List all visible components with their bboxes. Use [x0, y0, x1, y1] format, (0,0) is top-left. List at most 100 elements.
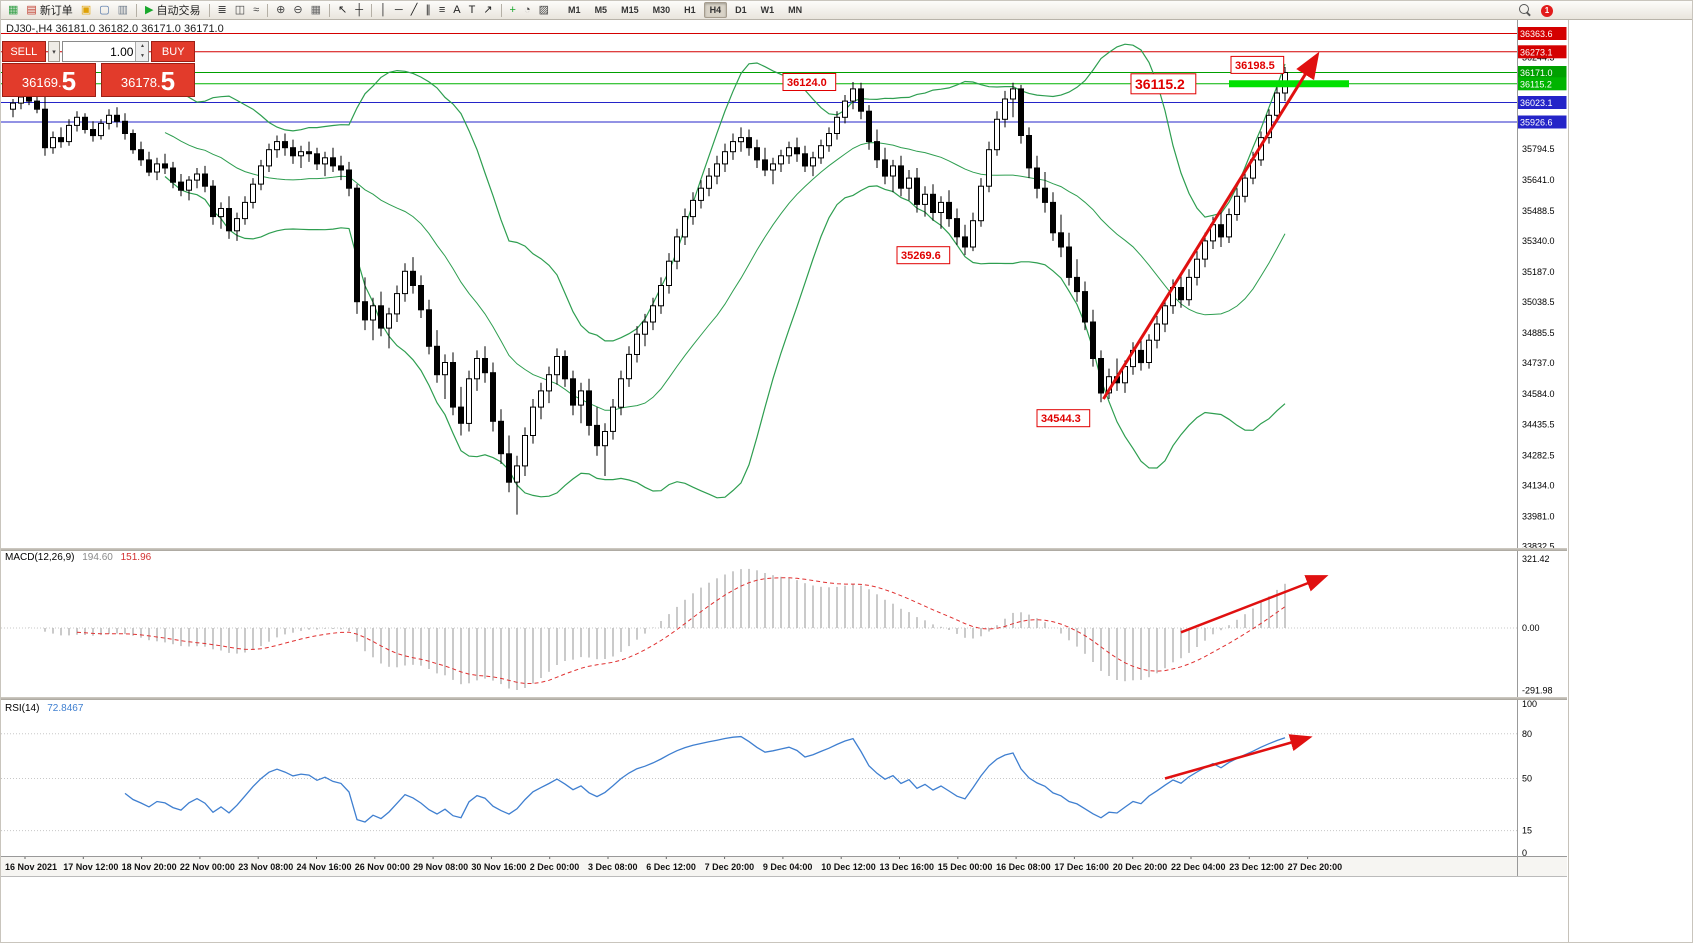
print-icon[interactable]: ▥: [114, 2, 132, 19]
screenshot-icon[interactable]: ▢: [95, 2, 113, 19]
trend-arrow-macd: [1180, 575, 1329, 634]
buy-button[interactable]: BUY: [151, 41, 196, 62]
vline-icon[interactable]: │: [376, 2, 391, 19]
time-scale[interactable]: [1, 856, 1517, 877]
buy-price-pips: 5: [160, 66, 176, 96]
new-order-button[interactable]: ▤ 新订单: [22, 2, 76, 19]
trendline-icon[interactable]: ╱: [407, 2, 422, 19]
bar-chart-icon[interactable]: ≣: [214, 2, 231, 19]
macd-label: MACD(12,26,9): [5, 552, 75, 563]
rsi-value: 72.8467: [47, 703, 84, 714]
volume-stepper[interactable]: ▲ ▼: [135, 42, 149, 61]
search-icon[interactable]: [1519, 4, 1532, 17]
svg-text:100: 100: [1522, 699, 1537, 709]
chart-canvas[interactable]: 36244.335794.535641.035488.535340.035187…: [1, 20, 1567, 877]
macd-pane-divider[interactable]: [1, 548, 1567, 551]
package-icon[interactable]: ▣: [77, 2, 95, 19]
svg-text:16 Nov 2021: 16 Nov 2021: [5, 862, 57, 872]
hline-icon[interactable]: ─: [391, 2, 407, 19]
period-clock-icon: ◔: [523, 3, 531, 16]
zoom-out-icon[interactable]: ⊖: [289, 2, 306, 19]
svg-text:35269.6: 35269.6: [901, 250, 941, 262]
arrow-tools-icon[interactable]: ↗: [479, 2, 496, 19]
toolbar-separator: [329, 3, 331, 17]
fibonacci-icon[interactable]: ≡: [435, 2, 449, 19]
add-indicator-icon[interactable]: +: [506, 2, 520, 19]
toolbar-separator: [208, 3, 210, 17]
label-icon: T: [468, 3, 476, 16]
channel-icon[interactable]: ∥: [421, 2, 435, 19]
autotrade-button[interactable]: ▶ 自动交易: [141, 2, 204, 19]
svg-text:0.00: 0.00: [1522, 623, 1540, 633]
macd-header: MACD(12,26,9) 194.60 151.96: [5, 552, 151, 563]
svg-text:34282.5: 34282.5: [1522, 450, 1555, 460]
timeframe-h4[interactable]: H4: [703, 2, 728, 18]
timeframe-m15[interactable]: M15: [621, 5, 639, 15]
zoom-in-icon: ⊕: [276, 3, 286, 16]
new-chart-icon: ▦: [8, 3, 19, 16]
order-controls-row: SELL ▾ ▲ ▼ BUY: [2, 41, 196, 62]
label-icon[interactable]: T: [465, 2, 480, 19]
bollinger-lower: [164, 176, 1286, 499]
svg-text:22 Dec 04:00: 22 Dec 04:00: [1171, 862, 1226, 872]
autotrade-button-label: 自动交易: [156, 5, 201, 17]
svg-text:23 Dec 12:00: 23 Dec 12:00: [1229, 862, 1284, 872]
cursor-icon[interactable]: ↖: [334, 2, 351, 19]
svg-text:36198.5: 36198.5: [1235, 60, 1275, 72]
price-scale[interactable]: [1517, 20, 1567, 877]
add-indicator-icon: +: [509, 3, 516, 16]
arrow-tools-icon: ↗: [483, 3, 493, 16]
new-chart-icon[interactable]: ▦: [4, 2, 22, 19]
toolbar-right: 1: [1519, 4, 1553, 17]
cursor-icon: ↖: [338, 3, 348, 16]
timeframe-d1[interactable]: D1: [735, 5, 747, 15]
tile-windows-icon[interactable]: ▦: [307, 2, 325, 19]
candlestick-icon[interactable]: ◫: [231, 2, 249, 19]
svg-text:34737.0: 34737.0: [1522, 358, 1555, 368]
text-icon[interactable]: A: [449, 2, 464, 19]
svg-text:35038.5: 35038.5: [1522, 297, 1555, 307]
timeframe-m1[interactable]: M1: [568, 5, 581, 15]
svg-text:7 Dec 20:00: 7 Dec 20:00: [705, 862, 755, 872]
timeframe-h1[interactable]: H1: [684, 5, 696, 15]
timeframe-mn[interactable]: MN: [788, 5, 803, 15]
volume-dropdown[interactable]: ▾: [47, 41, 61, 62]
period-clock-icon[interactable]: ◔: [520, 2, 535, 19]
zoom-in-icon[interactable]: ⊕: [272, 2, 289, 19]
sell-price-button[interactable]: 36169. 5: [2, 63, 96, 97]
rsi-pane-divider[interactable]: [1, 697, 1567, 700]
window-right-margin: [1568, 20, 1692, 942]
svg-text:34584.0: 34584.0: [1522, 389, 1555, 399]
svg-text:15 Dec 00:00: 15 Dec 00:00: [938, 862, 993, 872]
volume-input[interactable]: [63, 42, 136, 61]
bar-chart-icon: ≣: [217, 3, 227, 16]
svg-text:34435.5: 34435.5: [1522, 419, 1555, 429]
timeframe-bar: M1 M5 M15 M30 H1 H4 D1 W1 MN: [561, 2, 809, 18]
buy-price-button[interactable]: 36178. 5: [101, 63, 195, 97]
svg-text:22 Nov 00:00: 22 Nov 00:00: [180, 862, 235, 872]
volume-up-icon[interactable]: ▲: [139, 43, 145, 50]
line-chart-icon[interactable]: ≈: [249, 2, 263, 19]
svg-text:35794.5: 35794.5: [1522, 144, 1555, 154]
crosshair-icon[interactable]: ┼: [351, 2, 367, 19]
template-icon[interactable]: ▨: [535, 2, 553, 19]
alert-badge[interactable]: 1: [1541, 4, 1553, 17]
timeframe-m30[interactable]: M30: [652, 5, 671, 15]
annotations-layer: 36124.0 36115.2 36198.5 35269.6 34544.3: [782, 55, 1285, 428]
fibonacci-icon: ≡: [438, 3, 446, 16]
volume-down-icon[interactable]: ▼: [139, 52, 145, 59]
one-click-trading-panel: SELL ▾ ▲ ▼ BUY 36169. 5 36178. 5: [2, 41, 196, 97]
svg-text:-291.98: -291.98: [1522, 686, 1553, 696]
sell-button[interactable]: SELL: [2, 41, 46, 62]
channel-icon: ∥: [425, 3, 431, 16]
template-icon: ▨: [538, 3, 550, 16]
timeframe-w1[interactable]: W1: [760, 5, 775, 15]
screenshot-icon: ▢: [99, 3, 110, 16]
svg-text:16 Dec 08:00: 16 Dec 08:00: [996, 862, 1051, 872]
hline-icon: ─: [394, 3, 403, 16]
timeframe-m5[interactable]: M5: [594, 5, 608, 15]
line-chart-icon: ≈: [253, 3, 260, 16]
trend-arrow-rsi: [1164, 734, 1313, 780]
